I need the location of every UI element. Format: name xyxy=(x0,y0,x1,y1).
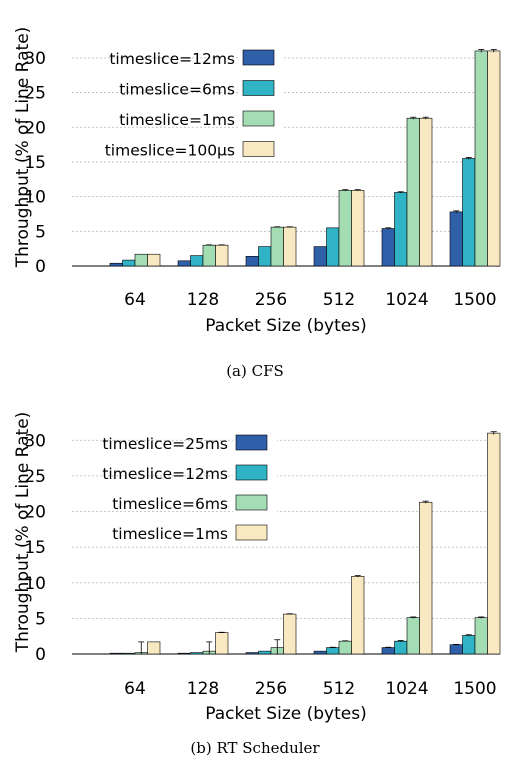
legend-label: timeslice=12ms xyxy=(102,465,228,483)
figure-caption: (b) RT Scheduler xyxy=(190,739,320,757)
bar xyxy=(326,227,340,267)
x-tick-label: 256 xyxy=(255,679,287,699)
x-tick-label: 1500 xyxy=(453,679,496,699)
legend-label: timeslice=12ms xyxy=(109,50,235,68)
y-tick-label: 10 xyxy=(24,188,46,208)
x-tick-label: 512 xyxy=(323,679,355,699)
bar xyxy=(474,50,488,267)
y-tick-label: 0 xyxy=(35,257,46,277)
bar xyxy=(215,244,229,267)
legend-swatch xyxy=(235,524,268,541)
legend-label: timeslice=1ms xyxy=(119,111,235,129)
y-tick-label: 25 xyxy=(24,84,46,104)
bar xyxy=(202,244,216,267)
bar xyxy=(109,262,123,267)
x-tick-label: 512 xyxy=(323,290,355,310)
bar xyxy=(462,635,476,655)
bar xyxy=(406,617,420,655)
bar xyxy=(487,50,501,267)
legend-label: timeslice=100µs xyxy=(105,142,235,160)
bar xyxy=(394,192,408,267)
bar xyxy=(215,632,229,655)
legend: timeslice=12ms timeslice=6ms timeslice=1ms… xyxy=(105,46,284,160)
legend-label: timeslice=1ms xyxy=(112,525,228,543)
bar xyxy=(449,644,463,655)
bar xyxy=(406,117,420,267)
bar xyxy=(122,259,136,267)
legend-label: timeslice=25ms xyxy=(102,435,228,453)
y-tick-label: 20 xyxy=(24,503,46,523)
x-tick-label: 64 xyxy=(124,679,146,699)
legend-swatch xyxy=(242,141,275,157)
bar xyxy=(177,260,191,267)
bar xyxy=(258,246,272,267)
bar xyxy=(487,432,501,655)
bar xyxy=(338,640,352,655)
x-tick-label: 64 xyxy=(124,290,146,310)
y-tick-label: 15 xyxy=(24,153,46,173)
bar xyxy=(326,647,340,655)
legend-swatch xyxy=(242,80,275,96)
y-axis-title: Throughput (% of Line Rate) xyxy=(13,412,33,654)
legend-swatch xyxy=(235,434,268,451)
bar xyxy=(474,617,488,655)
bar xyxy=(134,253,148,267)
bar xyxy=(449,211,463,267)
bar xyxy=(313,650,327,655)
y-tick-label: 10 xyxy=(24,574,46,594)
legend-swatch xyxy=(242,49,275,66)
x-axis-title: Packet Size (bytes) xyxy=(205,316,366,336)
bar xyxy=(381,647,395,655)
x-tick-label: 256 xyxy=(255,290,287,310)
legend-swatch xyxy=(235,464,268,481)
x-tick-label: 1024 xyxy=(385,679,428,699)
y-tick-label: 5 xyxy=(35,222,46,242)
x-tick-label: 128 xyxy=(187,679,219,699)
bar xyxy=(147,253,161,267)
bar xyxy=(245,255,259,267)
bar xyxy=(419,501,433,655)
y-tick-label: 30 xyxy=(24,49,46,69)
bar xyxy=(351,576,365,655)
bar xyxy=(109,652,123,655)
bar xyxy=(190,255,204,267)
bar xyxy=(122,652,136,655)
bar xyxy=(190,652,204,655)
bar xyxy=(283,226,297,267)
bar xyxy=(177,652,191,655)
x-tick-label: 1024 xyxy=(385,290,428,310)
bar xyxy=(462,158,476,267)
y-tick-label: 15 xyxy=(24,538,46,558)
y-axis-title: Throughput (% of Line Rate) xyxy=(13,27,33,269)
bar xyxy=(338,190,352,267)
x-tick-label: 1500 xyxy=(453,290,496,310)
bar xyxy=(419,117,433,267)
legend: timeslice=25ms timeslice=12ms timeslice=6m… xyxy=(102,431,277,543)
bar xyxy=(283,613,297,655)
x-axis-title: Packet Size (bytes) xyxy=(205,704,366,724)
figure-caption: (a) CFS xyxy=(226,362,284,380)
x-tick-label: 128 xyxy=(187,290,219,310)
y-tick-label: 5 xyxy=(35,609,46,629)
bar xyxy=(351,190,365,267)
bar xyxy=(147,641,161,655)
legend-swatch xyxy=(235,494,268,511)
bar xyxy=(258,650,272,655)
bar xyxy=(381,228,395,267)
legend-swatch xyxy=(242,110,275,127)
y-tick-label: 0 xyxy=(35,645,46,665)
bar xyxy=(270,226,284,267)
bar xyxy=(313,246,327,267)
y-tick-label: 30 xyxy=(24,431,46,451)
y-tick-label: 25 xyxy=(24,467,46,487)
legend-label: timeslice=6ms xyxy=(119,81,235,99)
bar xyxy=(245,652,259,655)
y-tick-label: 20 xyxy=(24,118,46,138)
legend-label: timeslice=6ms xyxy=(112,495,228,513)
bar xyxy=(394,640,408,655)
